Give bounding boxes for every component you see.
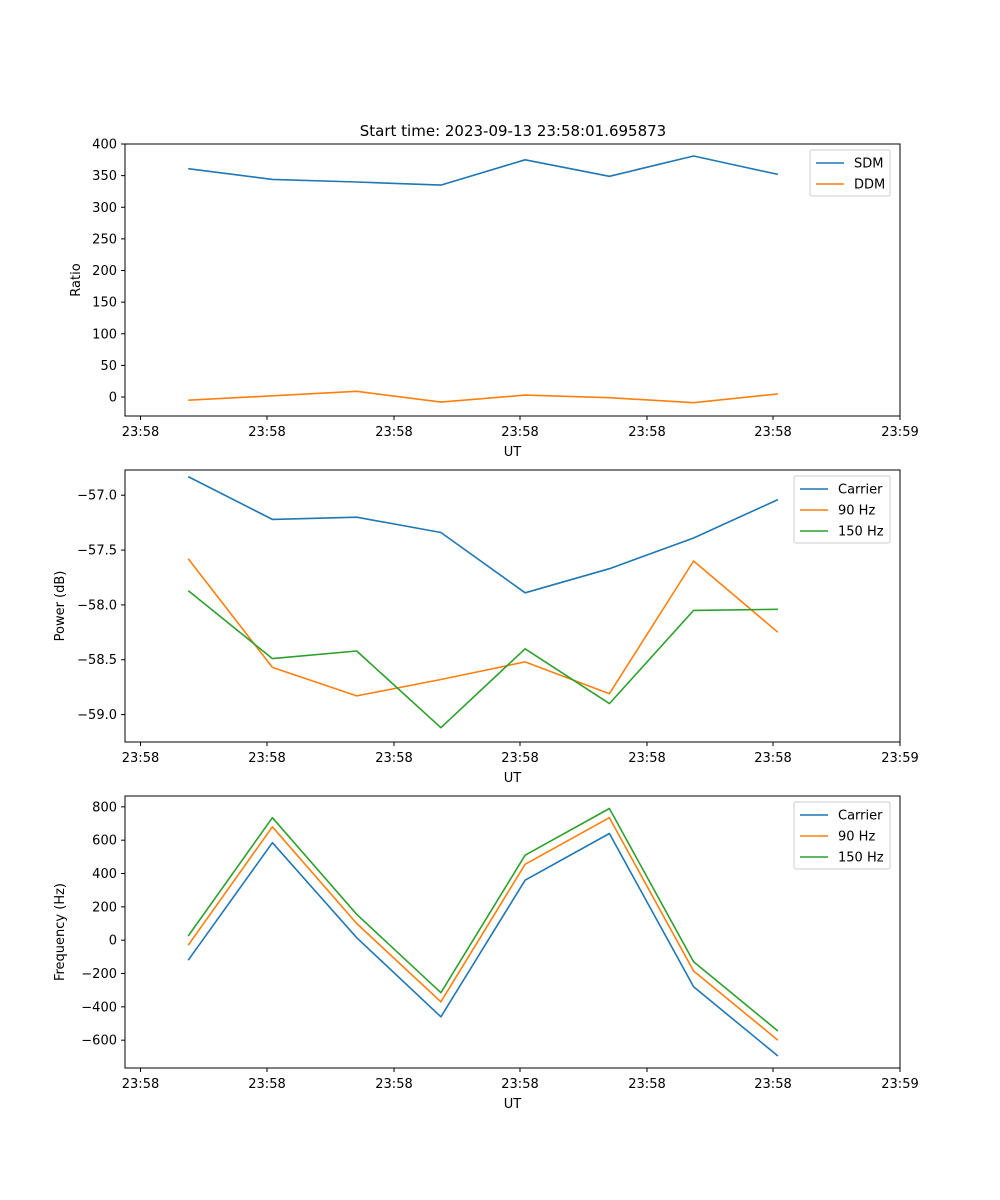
y-tick-label: 200 [92,900,117,915]
y-tick-label: −59.0 [77,708,117,723]
series-line-ddm [188,390,778,404]
y-tick-label: 400 [92,867,117,882]
y-tick-label: 50 [100,359,117,374]
x-tick-label: 23:58 [375,425,412,440]
legend: Carrier 90 Hz 150 Hz [793,475,891,544]
x-tick-label: 23:58 [628,425,665,440]
axes-frame [124,143,901,417]
legend-label: 150 Hz [838,851,884,866]
legend-label: Carrier [838,483,883,498]
x-tick-label: 23:58 [248,425,285,440]
x-tick-label: 23:58 [375,1077,412,1092]
axes-frame [124,795,901,1069]
x-axis-label: UT [504,1097,522,1112]
y-tick-label: 0 [109,934,117,949]
series-line-90-hz [187,558,779,697]
y-tick-label: 200 [92,264,117,279]
y-tick-label: 350 [92,169,117,184]
x-tick-label: 23:58 [122,425,159,440]
subplot-2: 23:58 23:58 23:58 23:58 23:58 23:58 23:59 UT −59… [53,469,919,786]
legend-box [793,801,891,870]
x-tick-label: 23:58 [754,425,791,440]
y-tick-label: −57.5 [77,544,117,559]
y-tick-label: −58.5 [77,653,117,668]
y-tick-label: −600 [81,1034,117,1049]
series-line-sdm [188,155,779,186]
x-tick-label: 23:59 [881,425,918,440]
legend-label: 90 Hz [838,504,875,519]
y-axis-label: Frequency (Hz) [53,883,68,981]
y-tick-label: 800 [92,800,117,815]
x-axis-label: UT [504,445,522,460]
y-tick-label: −400 [81,1000,117,1015]
x-tick-label: 23:59 [881,751,918,766]
y-axis-label: Power (dB) [53,571,68,642]
y-axis-label: Ratio [69,263,84,296]
y-tick-label: 300 [92,201,117,216]
legend-box [793,475,891,544]
legend-label: DDM [854,178,885,193]
subplots: 23:58 23:58 23:58 23:58 23:58 23:58 23:59 UT 0 50… [53,138,919,1113]
y-tick-label: 100 [92,327,117,342]
x-tick-label: 23:58 [122,751,159,766]
x-tick-label: 23:58 [375,751,412,766]
series-line-90-hz [187,816,779,1041]
x-tick-label: 23:58 [122,1077,159,1092]
subplot-1: 23:58 23:58 23:58 23:58 23:58 23:58 23:59 UT 0 50… [69,138,919,461]
axes-frame [124,469,901,743]
legend: SDM DDM [809,149,891,197]
y-tick-label: 150 [92,296,117,311]
y-tick-label: −57.0 [77,489,117,504]
y-tick-label: 250 [92,232,117,247]
subplot-3: 23:58 23:58 23:58 23:58 23:58 23:58 23:59 UT −60… [53,795,919,1112]
x-tick-label: 23:58 [501,425,538,440]
figure-title: Start time: 2023-09-13 23:58:01.695873 [360,122,666,140]
x-tick-label: 23:58 [501,751,538,766]
y-tick-label: 600 [92,834,117,849]
x-tick-label: 23:58 [754,1077,791,1092]
series-line-carrier [187,475,779,594]
legend: Carrier 90 Hz 150 Hz [793,801,891,870]
series-line-150-hz [187,807,779,1032]
x-axis-label: UT [504,771,522,786]
legend-label: 90 Hz [838,830,875,845]
x-tick-label: 23:58 [628,751,665,766]
legend-label: Carrier [838,809,883,824]
x-tick-label: 23:58 [248,1077,285,1092]
y-tick-label: −58.0 [77,598,117,613]
series-line-150-hz [187,589,778,729]
x-tick-label: 23:58 [754,751,791,766]
x-tick-label: 23:59 [881,1077,918,1092]
series-line-carrier [187,832,779,1057]
y-tick-label: −200 [81,967,117,982]
x-tick-label: 23:58 [628,1077,665,1092]
y-tick-label: 0 [109,391,117,406]
y-tick-label: 400 [92,138,117,153]
x-tick-label: 23:58 [248,751,285,766]
legend-label: 150 Hz [838,525,884,540]
x-tick-label: 23:58 [501,1077,538,1092]
legend-label: SDM [854,157,883,172]
